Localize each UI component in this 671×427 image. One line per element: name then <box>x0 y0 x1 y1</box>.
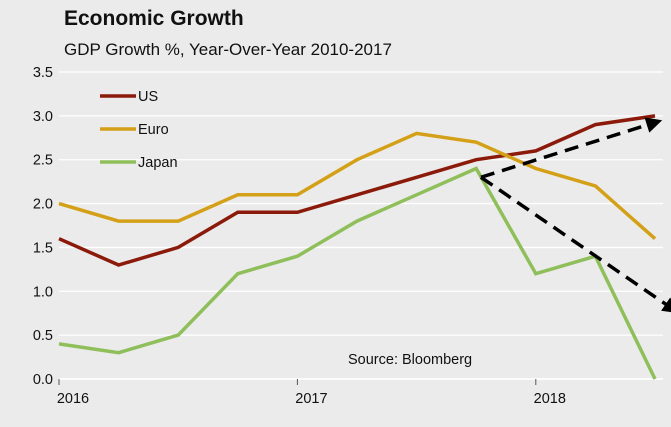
chart-title: Economic Growth <box>64 7 244 30</box>
legend-label: Japan <box>138 155 178 171</box>
y-tick-label: 3.5 <box>33 65 53 81</box>
y-tick-label: 3.0 <box>33 109 53 125</box>
trend-arrow-head <box>644 117 663 133</box>
y-tick-label: 0.0 <box>33 372 53 388</box>
legend-label: US <box>138 89 158 105</box>
series-line-euro <box>58 131 657 241</box>
y-tick-label: 1.5 <box>33 240 53 256</box>
x-tick-label: 2016 <box>57 391 89 407</box>
y-tick-label: 1.0 <box>33 284 53 300</box>
series-line-us <box>58 114 656 267</box>
legend-label: Euro <box>138 122 169 138</box>
x-tick-label: 2018 <box>534 391 566 407</box>
x-tick-label: 2017 <box>295 391 327 407</box>
trend-arrow-line <box>479 175 670 308</box>
trend-arrow-head <box>661 297 671 313</box>
y-tick-label: 2.5 <box>33 153 53 169</box>
chart-subtitle: GDP Growth %, Year-Over-Year 2010-2017 <box>64 40 392 59</box>
trend-arrow-line <box>480 122 651 179</box>
source-annotation: Source: Bloomberg <box>348 352 472 368</box>
y-tick-label: 2.0 <box>33 197 53 213</box>
series-line-japan <box>58 166 657 380</box>
y-tick-label: 0.5 <box>33 328 53 344</box>
